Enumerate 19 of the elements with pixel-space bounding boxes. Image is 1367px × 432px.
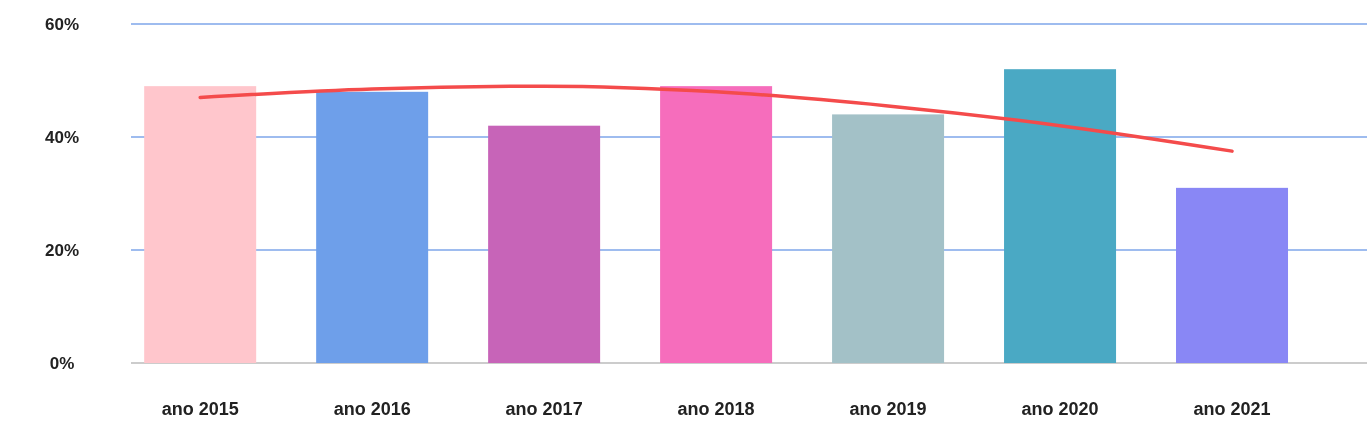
bar (1176, 187, 1289, 363)
x-tick-label: ano 2017 (505, 399, 583, 419)
y-tick-label: 40% (44, 127, 80, 147)
bar (1004, 69, 1117, 363)
x-tick-label: ano 2019 (849, 399, 927, 419)
x-tick-label: ano 2020 (1021, 399, 1099, 419)
y-tick-label: 0% (49, 353, 75, 373)
x-tick-label: ano 2015 (161, 399, 239, 419)
bar (832, 114, 945, 363)
bar (660, 86, 773, 363)
bar (488, 125, 601, 363)
y-tick-label: 20% (44, 240, 80, 260)
bar (144, 86, 257, 363)
y-tick-label: 60% (44, 14, 80, 34)
bar (316, 91, 429, 363)
x-tick-label: ano 2018 (677, 399, 755, 419)
line-series (198, 84, 1234, 153)
x-tick-label: ano 2016 (333, 399, 411, 419)
x-tick-label: ano 2021 (1193, 399, 1271, 419)
